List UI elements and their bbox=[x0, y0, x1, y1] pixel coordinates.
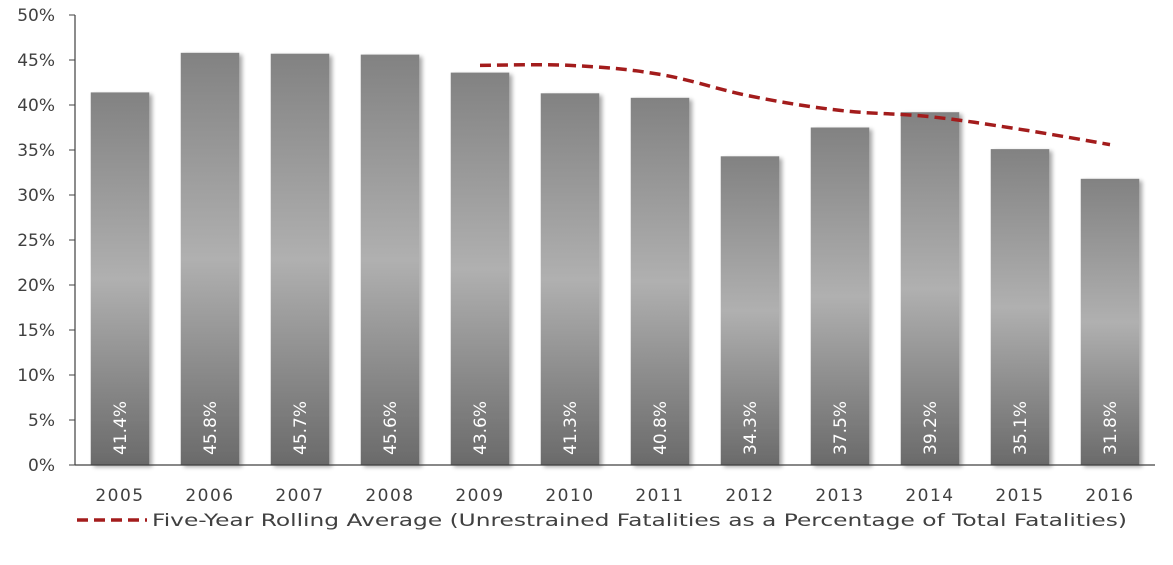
bars bbox=[91, 53, 1140, 465]
y-tick-label: 35% bbox=[17, 141, 55, 161]
y-tick-label: 40% bbox=[17, 96, 55, 116]
x-tick-label: 2016 bbox=[1085, 486, 1134, 506]
data-label-2010: 41.3% bbox=[561, 401, 581, 455]
data-label-2007: 45.7% bbox=[291, 401, 311, 455]
data-label-2006: 45.8% bbox=[201, 401, 221, 455]
x-tick-label: 2005 bbox=[95, 486, 144, 506]
data-label-2008: 45.6% bbox=[381, 401, 401, 455]
x-tick-label: 2013 bbox=[815, 486, 864, 506]
x-tick-label: 2014 bbox=[905, 486, 954, 506]
x-tick-label: 2007 bbox=[275, 486, 324, 506]
y-tick-label: 20% bbox=[17, 276, 55, 296]
legend-label: Five-Year Rolling Average (Unrestrained … bbox=[152, 511, 1127, 531]
x-tick-label: 2012 bbox=[725, 486, 774, 506]
data-label-2014: 39.2% bbox=[921, 401, 941, 455]
data-label-2009: 43.6% bbox=[471, 401, 491, 455]
data-label-2015: 35.1% bbox=[1011, 401, 1031, 455]
data-label-2016: 31.8% bbox=[1101, 401, 1121, 455]
x-tick-label: 2015 bbox=[995, 486, 1044, 506]
x-tick-label: 2011 bbox=[635, 486, 684, 506]
data-label-2011: 40.8% bbox=[651, 401, 671, 455]
y-tick-label: 10% bbox=[17, 366, 55, 386]
data-labels: 41.4% 45.8% 45.7% 45.6% 43.6% 41.3% 40.8% 34.3%… bbox=[111, 401, 1121, 455]
y-tick-label: 50% bbox=[17, 6, 55, 26]
data-label-2012: 34.3% bbox=[741, 401, 761, 455]
data-label-2013: 37.5% bbox=[831, 401, 851, 455]
y-axis-ticks: 0% 5% 10% 15% 20% 25% 30% 35% 40% 45% 50% bbox=[17, 6, 75, 476]
y-tick-label: 25% bbox=[17, 231, 55, 251]
x-tick-label: 2006 bbox=[185, 486, 234, 506]
x-tick-label: 2009 bbox=[455, 486, 504, 506]
x-tick-label: 2010 bbox=[545, 486, 594, 506]
y-tick-label: 15% bbox=[17, 321, 55, 341]
y-tick-label: 30% bbox=[17, 186, 55, 206]
y-tick-label: 0% bbox=[28, 456, 55, 476]
x-axis-ticks: 2005 2006 2007 2008 2009 2010 2011 2012 2013 2014… bbox=[95, 486, 1134, 506]
x-tick-label: 2008 bbox=[365, 486, 414, 506]
y-tick-label: 45% bbox=[17, 51, 55, 71]
legend: Five-Year Rolling Average (Unrestrained … bbox=[77, 511, 1127, 531]
data-label-2005: 41.4% bbox=[111, 401, 131, 455]
y-tick-label: 5% bbox=[28, 411, 55, 431]
